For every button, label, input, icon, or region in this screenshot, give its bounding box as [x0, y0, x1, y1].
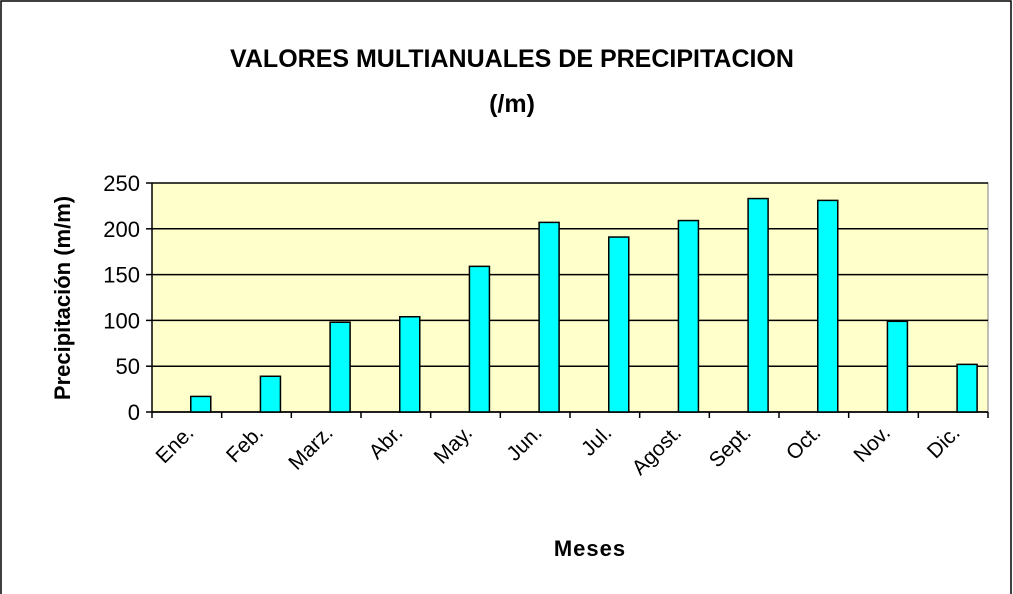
y-tick-label: 0 — [128, 400, 140, 425]
bar — [329, 321, 351, 413]
bar — [817, 199, 839, 413]
bar — [399, 315, 421, 413]
chart-title: VALORES MULTIANUALES DE PRECIPITACION — [230, 45, 794, 73]
plot-area — [151, 182, 989, 413]
y-tick-label: 100 — [103, 308, 140, 333]
chart-title: (/m) — [489, 90, 535, 118]
y-axis-label: Precipitación (m/m) — [50, 196, 75, 400]
bar — [956, 363, 978, 413]
bar — [747, 197, 769, 413]
bar — [677, 219, 700, 413]
y-tick-label: 250 — [103, 171, 140, 196]
y-tick-label: 150 — [103, 263, 140, 288]
bar — [468, 265, 491, 413]
y-tick-label: 200 — [103, 217, 140, 242]
x-axis-label: Meses — [554, 536, 626, 561]
bar — [608, 236, 630, 413]
bar — [259, 375, 282, 413]
y-tick-label: 50 — [116, 354, 140, 379]
bar — [190, 395, 212, 413]
bar — [538, 221, 560, 413]
bar — [886, 320, 909, 413]
